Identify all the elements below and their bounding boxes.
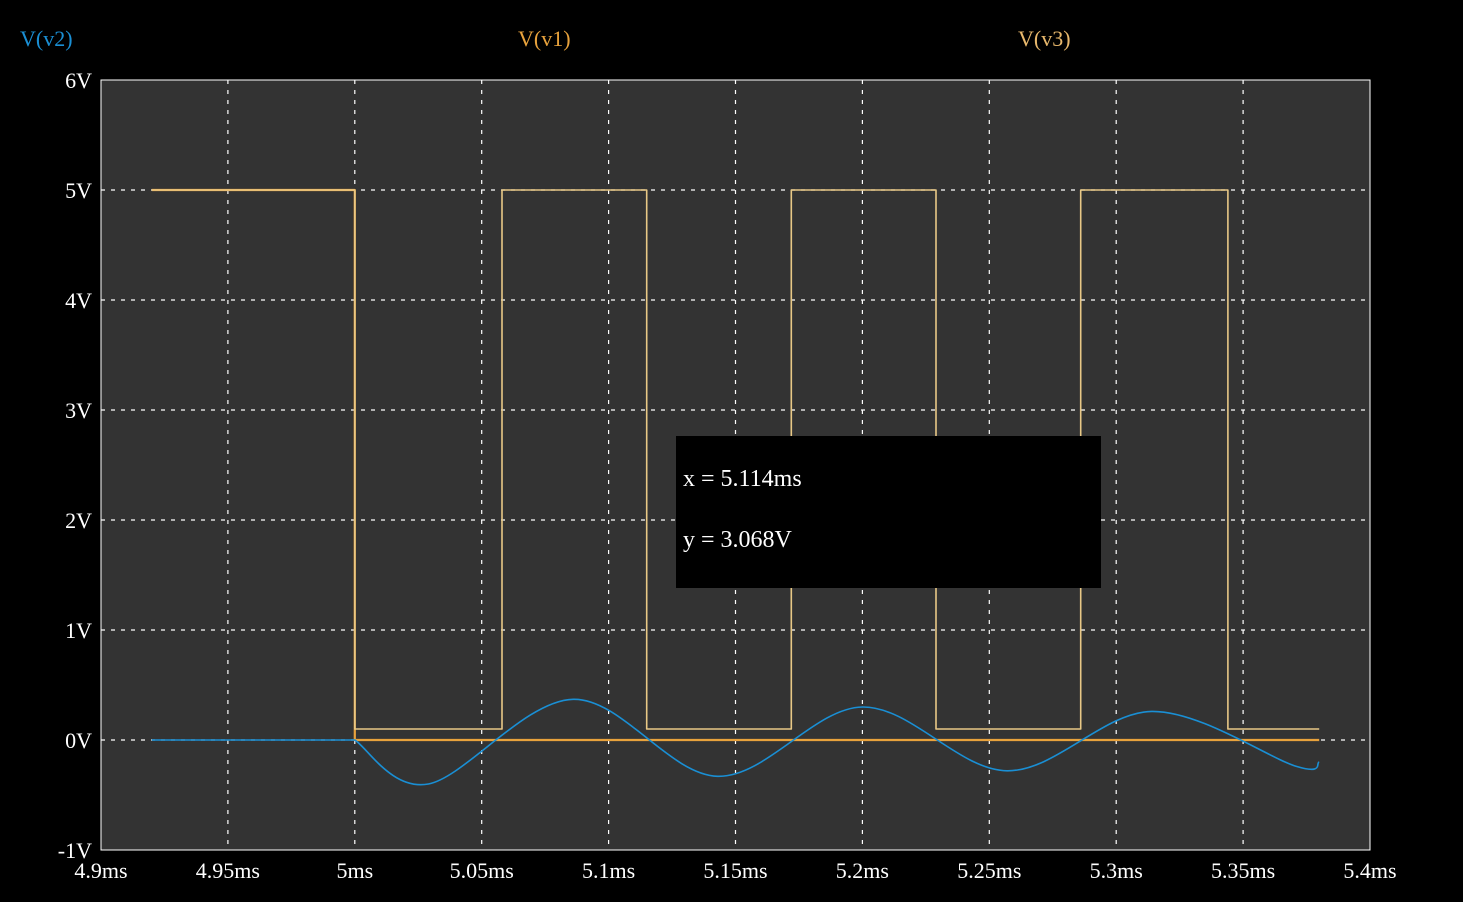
x-tick-label: 4.9ms	[74, 858, 127, 883]
x-tick-label: 5.25ms	[957, 858, 1021, 883]
x-tick-label: 5.4ms	[1343, 858, 1396, 883]
y-tick-label: 4V	[65, 288, 92, 313]
y-tick-label: 3V	[65, 398, 92, 423]
x-tick-label: 5.35ms	[1211, 858, 1275, 883]
x-tick-label: 5.3ms	[1090, 858, 1143, 883]
x-tick-label: 5.2ms	[836, 858, 889, 883]
y-tick-label: 6V	[65, 68, 92, 93]
y-tick-label: 1V	[65, 618, 92, 643]
x-tick-label: 5.1ms	[582, 858, 635, 883]
x-tick-label: 5.05ms	[450, 858, 514, 883]
y-tick-label: 0V	[65, 728, 92, 753]
legend-entry-v3: V(v3)	[1018, 26, 1071, 51]
x-tick-label: 4.95ms	[196, 858, 260, 883]
y-tick-label: 5V	[65, 178, 92, 203]
x-tick-label: 5ms	[336, 858, 373, 883]
cursor-x-readout: x = 5.114ms	[683, 466, 802, 492]
legend-entry-v1: V(v1)	[518, 26, 571, 51]
y-tick-label: -1V	[58, 838, 92, 863]
y-tick-label: 2V	[65, 508, 92, 533]
series-line-vv2	[151, 698, 1320, 786]
cursor-y-readout: y = 3.068V	[683, 527, 792, 553]
x-tick-label: 5.15ms	[703, 858, 767, 883]
legend-entry-v2: V(v2)	[20, 26, 73, 51]
cursor-readout-box: x = 5.114ms y = 3.068V	[676, 436, 1101, 588]
